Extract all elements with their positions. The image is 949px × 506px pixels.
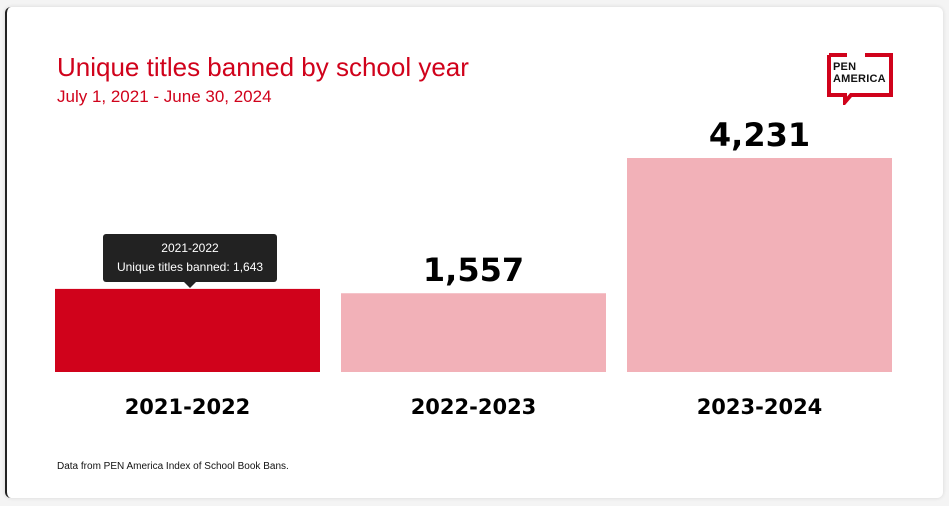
value-label-2022-2023: 1,557: [423, 251, 524, 289]
tooltip-arrow: [184, 282, 196, 288]
chart-title: Unique titles banned by school year: [57, 52, 469, 82]
pen-america-logo: PEN AMERICA: [825, 49, 895, 108]
tooltip-title: 2021-2022: [161, 241, 219, 255]
tooltip-text: Unique titles banned: 1,643: [116, 260, 264, 274]
chart-card: Unique titles banned by school year July…: [5, 7, 943, 498]
source-note: Data from PEN America Index of School Bo…: [57, 461, 289, 472]
value-label-2023-2024: 4,231: [709, 116, 810, 154]
bar-2021-2022[interactable]: [55, 288, 320, 372]
category-label-2021-2022: 2021-2022: [125, 395, 251, 419]
logo-text: PEN AMERICA: [833, 61, 886, 85]
logo-line2: AMERICA: [833, 73, 886, 85]
logo-frame-icon: [827, 53, 893, 108]
logo-line1: PEN: [833, 61, 857, 73]
bar-chart: 2021-2022 1,557 2022-2023 4,231 2023-2024: [55, 116, 892, 419]
category-label-2022-2023: 2022-2023: [411, 395, 537, 419]
bar-tooltip: 2021-2022 Unique titles banned: 1,643: [103, 234, 277, 288]
category-label-2023-2024: 2023-2024: [697, 395, 823, 419]
bar-2023-2024[interactable]: [627, 158, 892, 372]
bar-2022-2023[interactable]: [341, 293, 606, 372]
chart-subtitle: July 1, 2021 - June 30, 2024: [57, 87, 272, 106]
